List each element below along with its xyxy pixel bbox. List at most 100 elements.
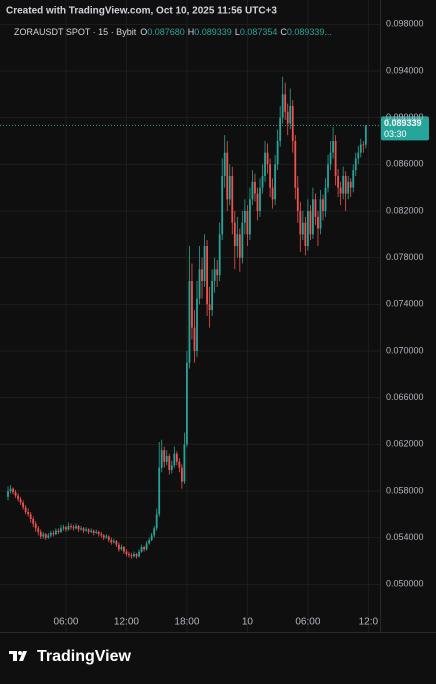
candle-body [173, 453, 176, 466]
candle-body [261, 176, 264, 188]
candle-body [233, 222, 236, 246]
candle-body [153, 528, 156, 536]
candle-body [49, 533, 52, 536]
y-tick-label: 0.090000 [386, 112, 424, 122]
candle-body [216, 269, 219, 276]
candle-body [312, 199, 314, 235]
candle-body [349, 181, 352, 188]
candle-body [294, 141, 297, 188]
y-tick-label: 0.082000 [386, 205, 424, 215]
candle-body [170, 465, 173, 470]
candle-body [337, 176, 340, 188]
candle-body [274, 164, 277, 200]
ohlc-value: 0.089339 [194, 27, 232, 37]
candle-body [281, 94, 284, 118]
candle-body [347, 181, 350, 194]
candle-body [352, 170, 355, 188]
candle-body [236, 234, 239, 246]
candle-body [284, 94, 287, 112]
candle-body [158, 467, 161, 515]
candle-body [105, 536, 108, 538]
candle-body [148, 540, 151, 544]
x-tick-label: 12:00 [114, 617, 139, 628]
candle-body [291, 106, 294, 141]
candle-body [246, 211, 249, 235]
candle-body [203, 246, 206, 281]
candle-body [256, 193, 259, 211]
candle-body [299, 211, 302, 235]
candle-body [70, 526, 72, 528]
candle-body [90, 530, 93, 532]
y-tick-label: 0.094000 [386, 65, 424, 75]
y-tick-label: 0.062000 [386, 439, 424, 449]
candle-body [102, 535, 105, 538]
candle-body [32, 519, 35, 524]
candle-body [319, 199, 322, 229]
candle-body [226, 152, 229, 200]
candle-body [165, 456, 168, 462]
candle-body [72, 527, 75, 529]
logo: TradingView [9, 648, 132, 665]
candle-body [163, 450, 166, 462]
candle-body [327, 164, 329, 188]
candle-body [155, 514, 158, 529]
candle-body [9, 488, 12, 491]
candle-body [115, 541, 118, 545]
candle-body [85, 529, 88, 531]
candle-body [359, 144, 362, 153]
candle-body [12, 488, 14, 493]
logo-mark [9, 651, 27, 661]
candle-body [65, 527, 67, 530]
candle-body [183, 444, 186, 482]
candle-body [211, 281, 214, 311]
candle-body [213, 269, 216, 281]
last-price-box [381, 116, 429, 141]
candle-body [269, 164, 271, 188]
candle-body [97, 531, 100, 535]
candle-body [193, 327, 196, 351]
candle-body [223, 152, 226, 176]
candle-body [324, 187, 327, 211]
candle-body [208, 304, 211, 311]
candle-body [107, 536, 110, 540]
candle-body [145, 543, 148, 550]
y-tick-label: 0.078000 [386, 252, 424, 262]
y-tick-label: 0.070000 [386, 345, 424, 355]
candle-body [47, 535, 50, 538]
candle-body [354, 158, 357, 171]
candle-body [301, 222, 304, 235]
candle-body [130, 555, 133, 557]
candle-body [123, 547, 125, 552]
candle-body [22, 502, 25, 508]
candle-body [332, 141, 334, 153]
candle-body [110, 540, 113, 543]
candle-body [364, 125, 367, 145]
candle-body [276, 141, 279, 165]
candle-body [243, 211, 246, 223]
candle-body [135, 554, 138, 557]
candle-body [322, 199, 324, 211]
candle-body [29, 514, 32, 519]
candle-body [138, 551, 140, 557]
candle-body [52, 533, 55, 535]
candle-body [188, 281, 191, 363]
created-note: Created with TradingView.com, Oct 10, 20… [6, 6, 277, 17]
candle-body [44, 534, 47, 538]
candle-body [317, 216, 319, 229]
candle-body [206, 246, 208, 305]
candle-body [196, 298, 198, 351]
candle-body [304, 222, 307, 246]
candle-body [296, 187, 299, 211]
x-tick-label: 06:00 [295, 617, 320, 628]
x-tick-label: 06:00 [53, 617, 78, 628]
ohlc-key: C [280, 27, 287, 37]
candle-body [150, 535, 153, 540]
candle-body [191, 281, 193, 328]
grid [0, 0, 380, 632]
x-tick-label: 18:00 [174, 617, 199, 628]
candle-body [39, 531, 42, 537]
candle-body [143, 547, 145, 550]
candle-body [259, 187, 261, 211]
candle-body [62, 527, 65, 529]
